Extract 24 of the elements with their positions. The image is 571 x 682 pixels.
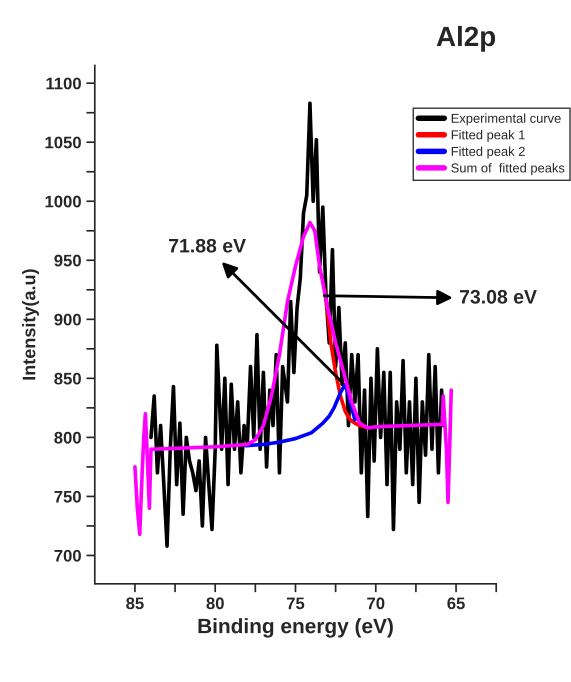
y-tick-label: 850 bbox=[54, 372, 81, 385]
y-tick-label: 1050 bbox=[46, 136, 81, 148]
legend-label: Fitted peak 1 bbox=[452, 130, 525, 142]
y-axis-title: Intensity(a.u) bbox=[22, 269, 39, 380]
x-tick-label: 85 bbox=[126, 597, 144, 610]
annotation: 71.88 eV bbox=[169, 238, 246, 253]
chart-title: Al2p bbox=[436, 26, 496, 52]
x-axis-title: Binding energy (eV) bbox=[198, 618, 393, 638]
legend-label: Experimental curve bbox=[452, 113, 561, 126]
y-tick-label: 950 bbox=[54, 254, 81, 266]
legend-label: Sum of fitted peaks bbox=[451, 163, 564, 176]
annotation: 73.08 eV bbox=[460, 290, 537, 304]
line-series bbox=[133, 220, 454, 536]
y-tick-label: 750 bbox=[54, 490, 81, 503]
x-tick-label: 65 bbox=[447, 597, 465, 610]
y-tick-label: 1100 bbox=[46, 78, 81, 90]
y-tick-label: 700 bbox=[54, 550, 81, 562]
x-tick-label: 70 bbox=[367, 597, 384, 610]
legend-label: Fitted peak 2 bbox=[452, 146, 525, 159]
y-tick-label: 1000 bbox=[46, 196, 81, 208]
x-tick-label: 80 bbox=[206, 597, 224, 610]
x-tick-label: 75 bbox=[286, 598, 304, 610]
y-tick-label: 800 bbox=[54, 432, 81, 444]
y-tick-label: 900 bbox=[54, 314, 81, 326]
